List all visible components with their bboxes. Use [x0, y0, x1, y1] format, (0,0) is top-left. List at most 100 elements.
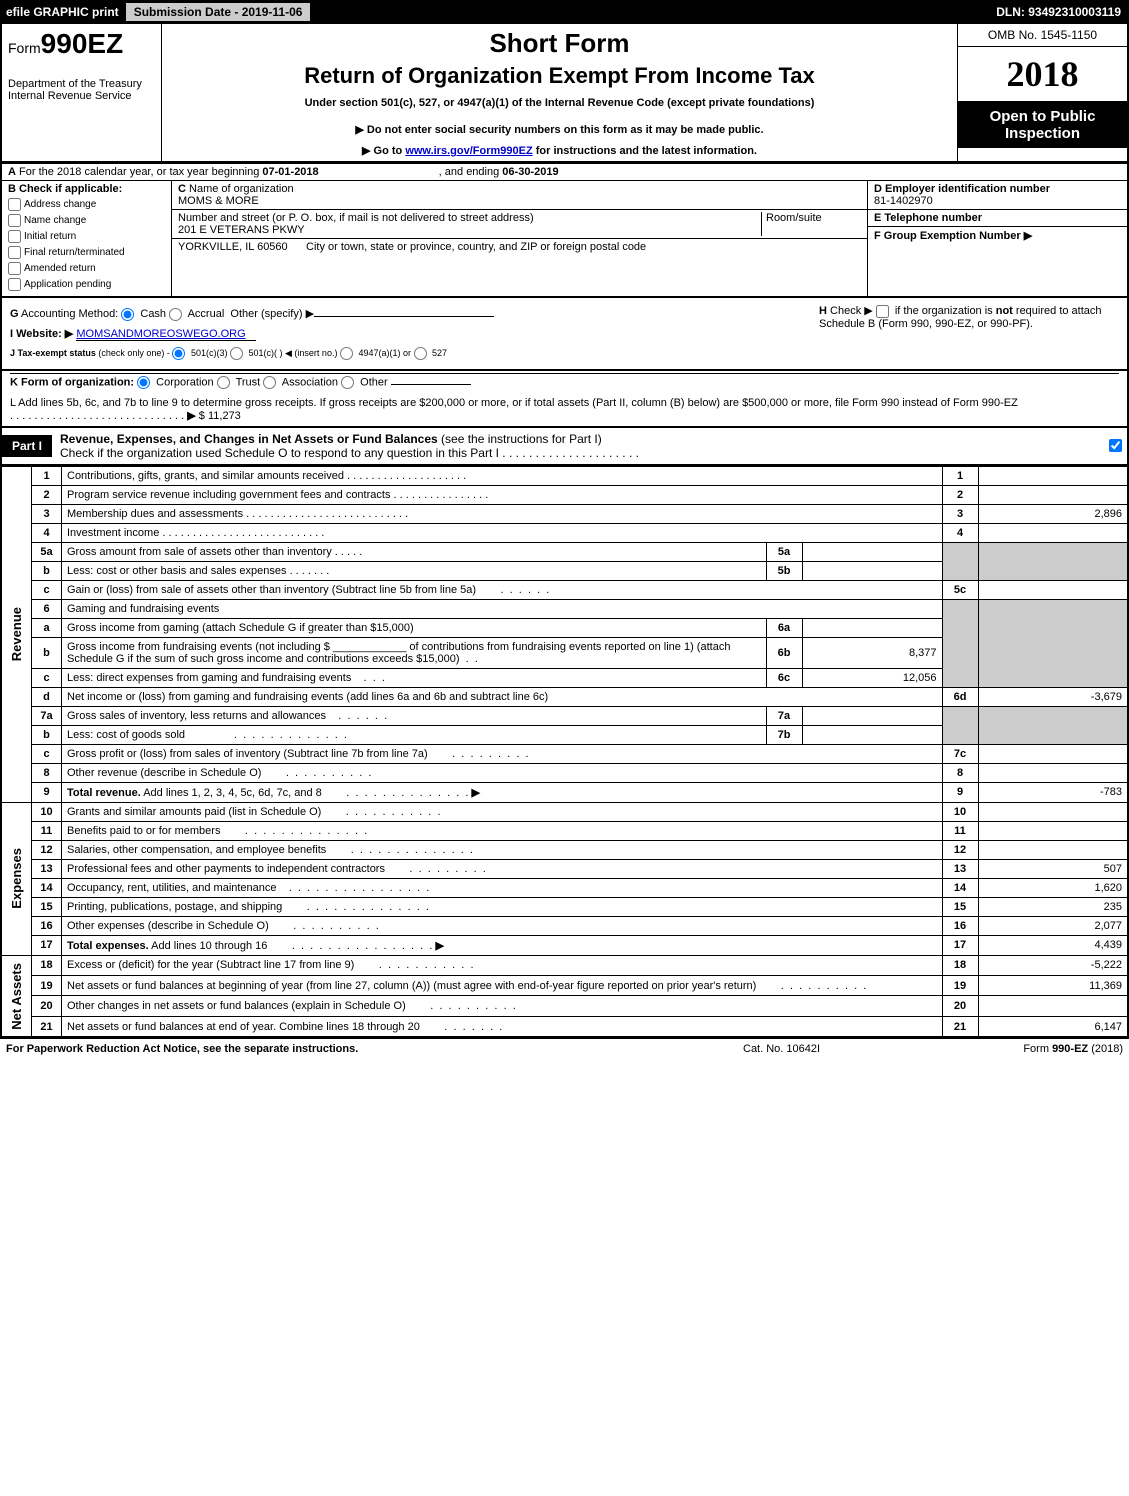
name-label: Name of organization [189, 183, 294, 195]
table-row: 14 Occupancy, rent, utilities, and maint… [1, 878, 1128, 897]
table-row: 16 Other expenses (describe in Schedule … [1, 916, 1128, 935]
part-1-checkbox-cell [1107, 439, 1127, 452]
table-row: 17 Total expenses. Add lines 10 through … [1, 935, 1128, 955]
goto-link[interactable]: www.irs.gov/Form990EZ [405, 145, 532, 157]
part-1-title-rest: (see the instructions for Part I) [438, 432, 602, 446]
part-1-table: Revenue 1 Contributions, gifts, grants, … [0, 466, 1129, 1039]
check-amended-return[interactable]: Amended return [8, 262, 165, 275]
h-not: not [996, 305, 1013, 317]
website-link[interactable]: MOMSANDMOREOSWEGO.ORG [76, 328, 256, 341]
efile-label: efile GRAPHIC print [0, 3, 125, 21]
table-row: d Net income or (loss) from gaming and f… [1, 687, 1128, 706]
table-row: 21 Net assets or fund balances at end of… [1, 1016, 1128, 1037]
row-a-pre: For the 2018 calendar year, or tax year … [19, 166, 262, 178]
checkbox-schedule-b[interactable] [876, 305, 889, 318]
open-public-1: Open to Public [962, 108, 1123, 125]
table-row: 8 Other revenue (describe in Schedule O)… [1, 763, 1128, 782]
checkbox-amended[interactable] [8, 262, 21, 275]
checkbox-final[interactable] [8, 246, 21, 259]
radio-corporation[interactable] [137, 376, 150, 389]
table-row: 12 Salaries, other compensation, and emp… [1, 840, 1128, 859]
l-amount: $ 11,273 [199, 410, 241, 422]
table-row: 9 Total revenue. Add lines 1, 2, 3, 4, 5… [1, 782, 1128, 802]
f-arrow: ▶ [1024, 230, 1032, 242]
open-public-2: Inspection [962, 125, 1123, 142]
form-header: Form990EZ Department of the Treasury Int… [0, 24, 1129, 163]
col-b-check-applicable: B Check if applicable: Address change Na… [2, 181, 172, 296]
open-to-public: Open to Public Inspection [958, 102, 1127, 148]
city-value: YORKVILLE, IL 60560 [178, 241, 288, 253]
radio-4947[interactable] [340, 347, 353, 360]
check-address-change[interactable]: Address change [8, 198, 165, 211]
row-a-begin: 07-01-2018 [262, 166, 318, 178]
check-final-return[interactable]: Final return/terminated [8, 246, 165, 259]
check-name-change[interactable]: Name change [8, 214, 165, 227]
h-text1: Check ▶ [830, 305, 873, 317]
under-section: Under section 501(c), 527, or 4947(a)(1)… [172, 97, 947, 109]
checkbox-address[interactable] [8, 198, 21, 211]
city-label: City or town, state or province, country… [306, 241, 646, 253]
g-other: Other (specify) ▶ [230, 308, 314, 320]
g-text: Accounting Method: [21, 308, 118, 320]
footer-form: Form 990-EZ (2018) [943, 1043, 1123, 1055]
table-row: 6 Gaming and fundraising events [1, 599, 1128, 618]
dln-number: DLN: 93492310003119 [988, 3, 1129, 21]
cell-group-exemption: F Group Exemption Number ▶ [868, 227, 1127, 296]
checkbox-schedule-o-part1[interactable] [1109, 439, 1122, 452]
label-j: J Tax-exempt status [10, 347, 96, 357]
row-a-taxyear: A For the 2018 calendar year, or tax yea… [2, 164, 1127, 181]
form-number: 990EZ [41, 28, 124, 59]
table-row: 19 Net assets or fund balances at beginn… [1, 976, 1128, 996]
radio-501c3[interactable] [172, 347, 185, 360]
table-row: 13 Professional fees and other payments … [1, 859, 1128, 878]
table-row: 11 Benefits paid to or for members . . .… [1, 821, 1128, 840]
street-label: Number and street (or P. O. box, if mail… [178, 212, 534, 224]
header-right: OMB No. 1545-1150 2018 Open to Public In… [957, 24, 1127, 161]
submission-date: Submission Date - 2019-11-06 [125, 2, 312, 22]
radio-trust[interactable] [217, 376, 230, 389]
d-label: D Employer identification number [874, 183, 1050, 195]
f-label: F Group Exemption Number [874, 230, 1021, 242]
section-k: K Form of organization: Corporation Trus… [0, 371, 1129, 393]
line-rnum: 1 [942, 466, 978, 485]
line-val [978, 466, 1128, 485]
radio-accrual[interactable] [169, 308, 182, 321]
row-l: L Add lines 5b, 6c, and 7b to line 9 to … [0, 393, 1129, 427]
footer-catno: Cat. No. 10642I [743, 1043, 943, 1055]
table-row: 4 Investment income . . . . . . . . . . … [1, 523, 1128, 542]
e-label: E Telephone number [874, 212, 982, 224]
table-row: c Gain or (loss) from sale of assets oth… [1, 580, 1128, 599]
row-k: K Form of organization: Corporation Trus… [10, 373, 1119, 391]
check-application-pending[interactable]: Application pending [8, 278, 165, 291]
table-row: c Gross profit or (loss) from sales of i… [1, 744, 1128, 763]
cell-ein: D Employer identification number 81-1402… [868, 181, 1127, 210]
check-initial-return[interactable]: Initial return [8, 230, 165, 243]
l-arrow: ▶ [187, 410, 195, 422]
cell-telephone: E Telephone number [868, 210, 1127, 227]
radio-501c[interactable] [230, 347, 243, 360]
street-value: 201 E VETERANS PKWY [178, 224, 305, 236]
table-row: 20 Other changes in net assets or fund b… [1, 996, 1128, 1016]
checkbox-name[interactable] [8, 214, 21, 227]
radio-cash[interactable] [121, 308, 134, 321]
radio-other-org[interactable] [341, 376, 354, 389]
checkbox-pending[interactable] [8, 278, 21, 291]
section-ab: A For the 2018 calendar year, or tax yea… [0, 163, 1129, 298]
part-1-label: Part I [2, 435, 52, 457]
org-name-value: MOMS & MORE [178, 195, 259, 207]
col-def: D Employer identification number 81-1402… [867, 181, 1127, 296]
checkbox-initial[interactable] [8, 230, 21, 243]
form-prefix: Form [8, 40, 41, 56]
cell-city: YORKVILLE, IL 60560 City or town, state … [172, 239, 867, 255]
dept-treasury: Department of the Treasury [8, 78, 155, 90]
label-k: K Form of organization: [10, 376, 134, 388]
radio-association[interactable] [263, 376, 276, 389]
label-a: A [8, 166, 16, 178]
table-row: Revenue 1 Contributions, gifts, grants, … [1, 466, 1128, 485]
page-footer: For Paperwork Reduction Act Notice, see … [0, 1038, 1129, 1059]
goto-prefix: ▶ Go to [362, 145, 405, 157]
short-form-title: Short Form [172, 28, 947, 59]
cell-org-name: C Name of organization MOMS & MORE [172, 181, 867, 210]
table-row: 5a Gross amount from sale of assets othe… [1, 542, 1128, 561]
radio-527[interactable] [414, 347, 427, 360]
